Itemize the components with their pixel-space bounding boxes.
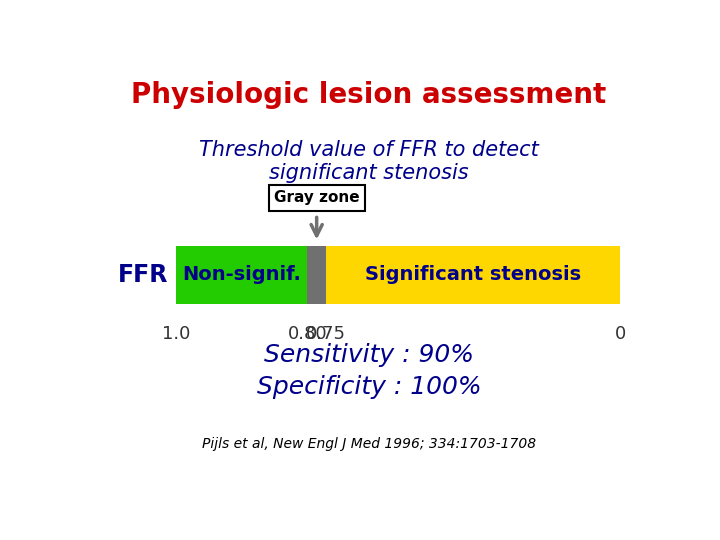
Text: FFR: FFR: [118, 263, 168, 287]
Text: 1.0: 1.0: [162, 325, 191, 343]
Text: Physiologic lesion assessment: Physiologic lesion assessment: [131, 82, 607, 110]
Text: Pijls et al, New Engl J Med 1996; 334:1703-1708: Pijls et al, New Engl J Med 1996; 334:17…: [202, 437, 536, 451]
Text: Non-signif.: Non-signif.: [182, 265, 302, 284]
Text: Gray zone: Gray zone: [274, 191, 359, 205]
Bar: [326, 246, 620, 304]
Text: Significant stenosis: Significant stenosis: [365, 265, 581, 284]
Text: 0.80: 0.80: [287, 325, 327, 343]
Bar: [176, 246, 307, 304]
Text: 0.75: 0.75: [306, 325, 346, 343]
Text: 0: 0: [614, 325, 626, 343]
Text: Sensitivity : 90%
Specificity : 100%: Sensitivity : 90% Specificity : 100%: [257, 343, 481, 399]
Text: Threshold value of FFR to detect
significant stenosis: Threshold value of FFR to detect signifi…: [199, 140, 539, 183]
Bar: [307, 246, 326, 304]
